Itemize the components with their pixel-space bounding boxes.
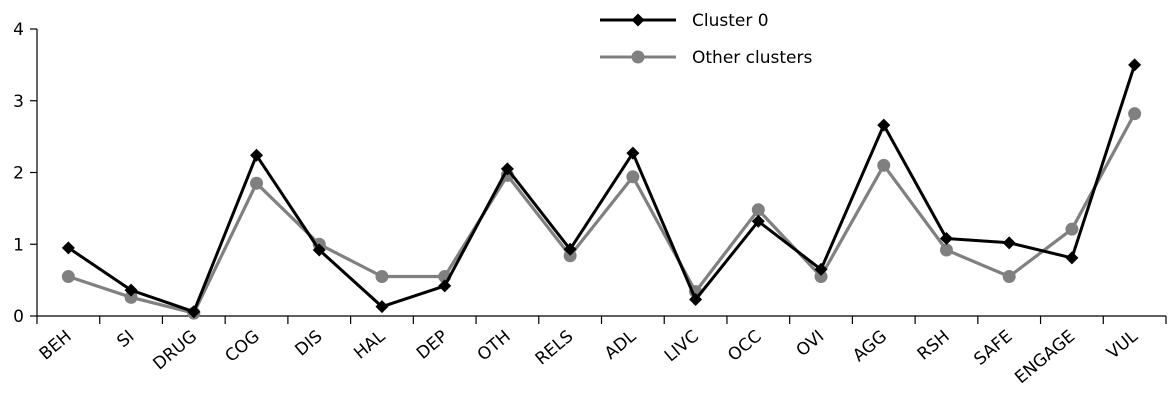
x-tick-label: ADL <box>601 326 640 364</box>
data-point <box>877 158 891 172</box>
x-tick-label: HAL <box>350 326 389 363</box>
legend-label: Other clusters <box>692 48 812 68</box>
series-other-clusters <box>61 107 1142 320</box>
x-tick-label: DIS <box>291 327 326 361</box>
legend-marker <box>631 50 645 64</box>
data-point <box>814 262 828 276</box>
y-tick-label: 1 <box>13 235 24 255</box>
x-tick-label: OTH <box>474 327 515 366</box>
x-tick-label: SAFE <box>970 327 1016 370</box>
x-tick-label: RSH <box>914 327 954 365</box>
series-layer <box>61 58 1142 320</box>
legend-label: Cluster 0 <box>692 11 769 31</box>
x-tick-label: BEH <box>36 327 76 365</box>
data-point <box>187 305 201 319</box>
data-point <box>1002 270 1016 284</box>
x-tick-label: OCC <box>724 327 765 366</box>
legend-item: Other clusters <box>600 48 812 68</box>
legend-marker <box>631 13 645 27</box>
x-tick-label: LIVC <box>661 327 703 367</box>
data-point <box>312 243 326 257</box>
data-point <box>563 242 577 256</box>
x-tick-label: OVI <box>793 327 829 361</box>
y-tick-label: 3 <box>13 92 24 112</box>
data-point <box>124 290 138 304</box>
data-point <box>814 270 828 284</box>
data-point <box>250 176 264 190</box>
x-tick-label: VUL <box>1103 326 1142 363</box>
data-point <box>689 292 703 306</box>
data-point <box>1128 58 1142 72</box>
x-tick-label: DEP <box>413 327 452 364</box>
x-tick-label: AGG <box>849 327 891 367</box>
data-point <box>939 243 953 257</box>
legend-item: Cluster 0 <box>600 11 769 31</box>
data-point <box>751 214 765 228</box>
data-point <box>1128 107 1142 121</box>
data-point <box>124 283 138 297</box>
data-point <box>626 146 640 160</box>
x-tick-label: COG <box>221 327 263 367</box>
data-point <box>250 148 264 162</box>
data-point <box>61 270 75 284</box>
data-point <box>375 300 389 314</box>
data-point <box>375 270 389 284</box>
data-point <box>751 203 765 217</box>
x-tick-label: ENGAGE <box>1011 327 1079 389</box>
data-point <box>1065 222 1079 236</box>
y-tick-label: 2 <box>13 164 24 184</box>
data-point <box>877 118 891 132</box>
series-line <box>67 64 1137 314</box>
data-point <box>61 241 75 255</box>
data-point <box>626 170 640 184</box>
data-point <box>1065 251 1079 265</box>
x-tick-label: RELS <box>532 327 578 370</box>
series-line <box>67 112 1137 315</box>
axes: 0 1 2 3 4 BEH SI DRUG COG DIS HAL DEP OTH RELS ADL LIVC… <box>13 20 1167 389</box>
y-tick-label: 0 <box>13 307 24 327</box>
series-cluster-0 <box>61 58 1142 319</box>
data-point <box>1002 236 1016 250</box>
data-point <box>939 232 953 246</box>
y-tick-label: 4 <box>13 20 24 40</box>
data-point <box>438 279 452 293</box>
x-tick-label: DRUG <box>149 327 201 375</box>
legend: Cluster 0 Other clusters <box>600 11 812 68</box>
data-point <box>500 162 514 176</box>
x-tick-label: SI <box>113 327 138 352</box>
